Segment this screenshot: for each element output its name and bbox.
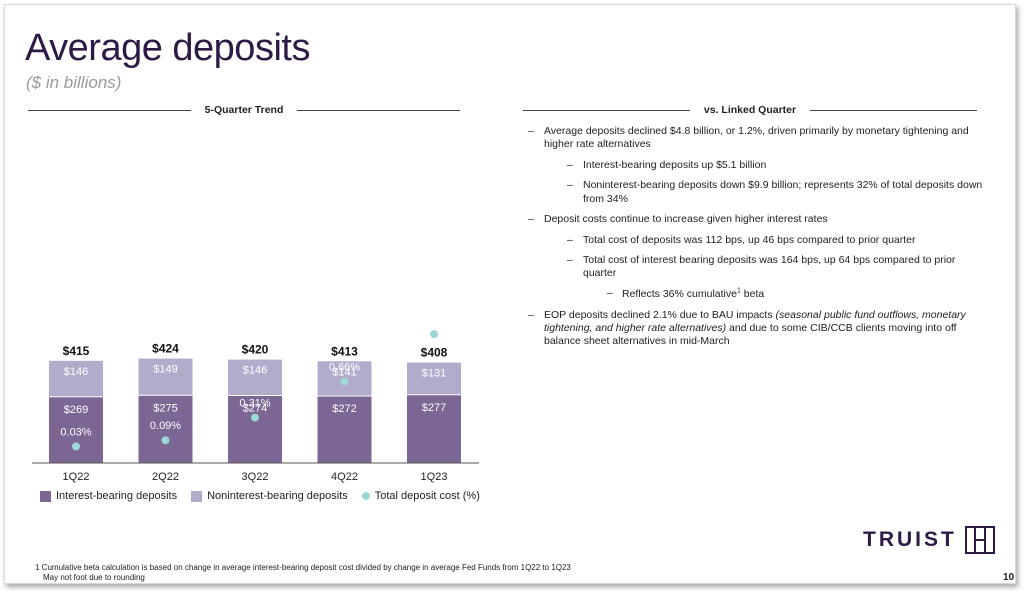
page-number: 10 [1003, 572, 1015, 583]
x-tick-label: 4Q22 [331, 471, 358, 483]
legend-swatch-interest-bearing [40, 490, 51, 502]
data-label-noninterest-bearing: $146 [64, 366, 88, 378]
bullet-dash: – [528, 125, 534, 137]
bullet-text: Noninterest-bearing deposits down $9.9 b… [583, 179, 983, 205]
total-label: $413 [331, 344, 358, 358]
deposit-cost-label: 0.66% [329, 362, 360, 374]
legend-label: Noninterest-bearing deposits [207, 490, 348, 502]
commentary-bullets: – Average deposits declined $4.8 billion,… [525, 125, 990, 356]
legend-label: Interest-bearing deposits [56, 490, 178, 502]
total-label: $420 [242, 343, 269, 357]
footnote-rounding: May not foot due to rounding [43, 573, 145, 582]
bullet-level-1: – EOP deposits declined 2.1% due to BAU i… [525, 309, 990, 348]
bullet-italic-text: (seasonal public fund outflows, monetary… [544, 308, 966, 334]
x-tick-label: 1Q23 [421, 471, 448, 483]
bar-interest-bearing [317, 396, 372, 463]
footnote-marker: 1 [736, 287, 741, 295]
legend-swatch-noninterest-bearing [191, 490, 203, 502]
bar-interest-bearing [49, 396, 103, 463]
data-label-interest-bearing: $274 [243, 403, 267, 415]
header-rule-left [28, 109, 191, 111]
bullet-level-3: – Reflects 36% cumulative1 beta [525, 287, 990, 301]
bullet-dash: – [567, 253, 573, 266]
page-title: Average deposits [25, 27, 310, 69]
bullet-level-1: – Deposit costs continue to increase give… [525, 213, 990, 226]
bullet-dash: – [567, 179, 573, 192]
bullet-text: Deposit costs continue to increase given… [544, 212, 828, 225]
deposit-cost-dot [161, 436, 170, 445]
bullet-text: Average deposits declined $4.8 billion, … [544, 125, 969, 151]
bullet-dash: – [567, 159, 573, 172]
bar-interest-bearing [228, 395, 282, 463]
bullet-level-2: – Total cost of deposits was 112 bps, up … [525, 234, 990, 247]
data-label-noninterest-bearing: $131 [422, 368, 446, 380]
bullet-dash: – [607, 287, 613, 300]
legend-label: Total deposit cost (%) [374, 490, 480, 502]
x-tick-label: 2Q22 [152, 471, 179, 483]
bar-noninterest-bearing [407, 362, 461, 395]
header-rule-left [523, 109, 690, 111]
deposit-cost-label: 0.03% [60, 426, 91, 438]
slide: Average deposits ($ in billions) 5-Quart… [4, 4, 1016, 584]
legend-item-interest-bearing: Interest-bearing deposits [40, 490, 177, 502]
chart-legend: Interest-bearing deposits Noninterest-be… [40, 490, 480, 502]
bullet-text: Total cost of deposits was 112 bps, up 4… [583, 233, 916, 246]
total-label: $424 [152, 342, 179, 356]
data-label-interest-bearing: $269 [64, 404, 88, 416]
truist-logo: TRUIST [863, 526, 995, 554]
x-tick-label: 1Q22 [63, 471, 90, 483]
header-rule-right [810, 109, 978, 111]
footnote-beta: 1 Cumulative beta calculation is based o… [35, 563, 571, 572]
bullet-text: Reflects 36% cumulative1 beta [622, 287, 765, 300]
total-label: $415 [63, 344, 90, 358]
bullet-dash: – [528, 308, 534, 321]
bullet-dash: – [528, 212, 534, 225]
bullet-text: Total cost of interest bearing deposits … [583, 253, 956, 279]
bullet-level-2: – Interest-bearing deposits up $5.1 billi… [525, 159, 990, 172]
deposit-cost-label: 1.12% [418, 314, 449, 326]
page-subtitle: ($ in billions) [26, 73, 122, 92]
bar-noninterest-bearing [228, 359, 282, 396]
header-rule-right [297, 109, 460, 111]
bullet-level-2: – Noninterest-bearing deposits down $9.9 … [525, 179, 990, 205]
data-label-noninterest-bearing: $141 [332, 366, 356, 378]
deposit-cost-dot [72, 442, 80, 451]
chart-section-header: 5-Quarter Trend [28, 104, 460, 116]
bullet-level-1: – Average deposits declined $4.8 billion,… [525, 125, 990, 151]
truist-h-icon [964, 526, 995, 554]
deposit-cost-dot [430, 330, 438, 339]
data-label-interest-bearing: $272 [332, 403, 356, 415]
deposit-cost-label: 0.31% [239, 398, 270, 410]
bullet-level-2: – Total cost of interest bearing deposits… [525, 254, 990, 280]
legend-item-deposit-cost: Total deposit cost (%) [361, 490, 480, 502]
data-label-noninterest-bearing: $149 [153, 364, 177, 376]
bar-interest-bearing [138, 395, 193, 463]
stacked-bar-chart: $269 $146 $415 0.03% 1Q22 $275 $149 $424 0.09% 2Q… [32, 314, 479, 483]
bullet-text: Interest-bearing deposits up $5.1 billio… [583, 159, 767, 172]
x-tick-label: 3Q22 [242, 471, 269, 483]
bar-noninterest-bearing [49, 360, 103, 397]
data-label-noninterest-bearing: $146 [243, 365, 267, 377]
bar-noninterest-bearing [138, 358, 193, 396]
data-label-interest-bearing: $277 [422, 402, 446, 414]
footnote: 1 Cumulative beta calculation is based o… [35, 563, 571, 583]
logo-text: TRUIST [863, 528, 957, 551]
deposit-cost-label: 0.09% [150, 420, 181, 432]
legend-dot-deposit-cost [361, 492, 370, 500]
data-label-interest-bearing: $275 [153, 402, 177, 414]
deposit-cost-dot [340, 377, 349, 386]
deposit-cost-dot [251, 413, 259, 422]
bullet-text: EOP deposits declined 2.1% due to BAU im… [544, 308, 966, 347]
chart-section-title: 5-Quarter Trend [204, 104, 284, 116]
bullet-dash: – [567, 233, 573, 246]
commentary-section-title: vs. Linked Quarter [703, 104, 797, 116]
commentary-section-header: vs. Linked Quarter [523, 104, 978, 116]
legend-item-noninterest-bearing: Noninterest-bearing deposits [191, 490, 348, 502]
total-label: $408 [421, 346, 448, 360]
bar-interest-bearing [407, 394, 461, 463]
